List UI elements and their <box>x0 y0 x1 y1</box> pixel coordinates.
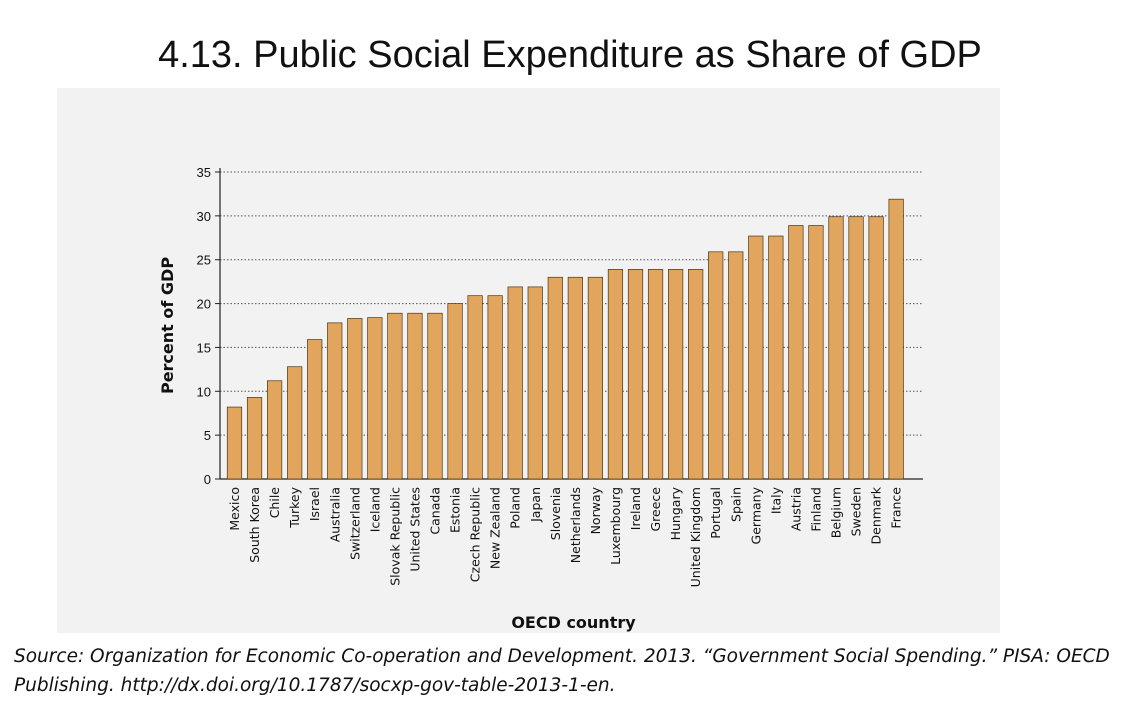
bar-italy <box>768 235 784 480</box>
y-tick-label: 35 <box>197 165 211 180</box>
y-tick-label: 25 <box>197 253 211 268</box>
bar-czech-republic <box>467 295 483 480</box>
x-tick-label: New Zealand <box>488 487 503 569</box>
x-tick-label: Finland <box>808 487 823 532</box>
bar-austria <box>788 225 804 480</box>
bar-norway <box>587 276 604 480</box>
x-axis-title: OECD country <box>511 613 636 632</box>
bar-chart: 0 5 10 15 20 25 30 35 Mexico South Korea Chile Turk… <box>158 165 923 632</box>
bar-mexico <box>226 406 243 480</box>
bar-united-kingdom <box>688 269 704 480</box>
x-tick-label: Sweden <box>849 487 864 536</box>
bar-turkey <box>287 366 303 480</box>
x-tick-label: Japan <box>528 487 543 523</box>
x-tick-label: Italy <box>768 486 783 514</box>
x-tick-label: United States <box>407 487 422 572</box>
y-tick-label: 30 <box>197 209 211 224</box>
x-tick-label: United Kingdom <box>688 487 703 587</box>
x-tick-label: Slovak Republic <box>387 487 402 586</box>
bar-belgium <box>828 216 844 480</box>
bar-netherlands <box>567 276 583 480</box>
bar-estonia <box>447 303 463 480</box>
source-note: Source: Organization for Economic Co-ope… <box>14 646 1110 696</box>
x-tick-label: Australia <box>327 487 342 542</box>
x-tick-label: Austria <box>788 487 803 531</box>
bar-chile <box>267 380 283 480</box>
x-tick-label: Netherlands <box>568 487 583 563</box>
x-tick-label: Poland <box>508 487 523 529</box>
y-tick-label: 5 <box>204 428 211 443</box>
bar-spain <box>728 251 744 480</box>
x-tick-label: Greece <box>648 487 663 532</box>
bar-japan <box>527 286 543 480</box>
x-tick-label: Ireland <box>628 487 643 530</box>
bar-finland <box>808 225 824 480</box>
page-title: 4.13. Public Social Expenditure as Share… <box>158 34 982 76</box>
x-tick-label: Luxembourg <box>608 487 623 565</box>
bar-israel <box>307 339 323 480</box>
x-tick-label: Czech Republic <box>468 487 483 582</box>
bar-france <box>888 198 904 480</box>
bar-slovak-republic <box>387 312 403 480</box>
bar-sweden <box>848 216 864 480</box>
y-tick-label: 10 <box>197 384 211 399</box>
x-tick-label: Estonia <box>448 487 463 533</box>
y-axis-title: Percent of GDP <box>158 257 177 394</box>
y-tick-label: 15 <box>197 340 211 355</box>
x-tick-label: Canada <box>428 487 443 535</box>
x-tick-label: Hungary <box>668 486 683 540</box>
x-tick-label: Israel <box>307 487 322 521</box>
x-tick-label: Portugal <box>708 487 723 539</box>
bar-south-korea <box>246 397 263 480</box>
x-tick-label: Slovenia <box>548 487 563 540</box>
x-tick-label: South Korea <box>247 487 262 563</box>
bar-switzerland <box>347 318 363 480</box>
bar-slovenia <box>547 276 563 480</box>
x-tick-label: Belgium <box>829 487 844 538</box>
chart-panel: 0 5 10 15 20 25 30 35 Mexico South Korea Chile Turk… <box>57 88 1000 633</box>
x-tick-label: Denmark <box>869 486 884 544</box>
x-tick-label: Germany <box>748 486 763 544</box>
bar-greece <box>647 269 664 480</box>
bar-new-zealand <box>487 295 503 480</box>
bar-portugal <box>708 251 724 480</box>
x-tick-label: Switzerland <box>347 487 362 560</box>
x-tick-label: Turkey <box>287 486 302 528</box>
bar-luxembourg <box>607 269 624 480</box>
x-tick-label: Iceland <box>367 487 382 532</box>
x-tick-label: Spain <box>728 487 743 522</box>
bar-iceland <box>367 317 383 480</box>
bar-canada <box>427 312 443 480</box>
x-tick-label: France <box>889 487 904 529</box>
x-tick-label: Norway <box>588 486 603 534</box>
bar-poland <box>507 286 523 480</box>
bar-denmark <box>868 216 884 480</box>
x-tick-label: Mexico <box>227 487 242 531</box>
bar-germany <box>748 235 764 480</box>
y-tick-label: 20 <box>197 297 211 312</box>
bar-united-states <box>407 312 423 480</box>
y-tick-label: 0 <box>204 472 211 487</box>
x-tick-label: Chile <box>267 487 282 519</box>
bar-australia <box>327 322 343 480</box>
bar-hungary <box>667 269 684 480</box>
bar-ireland <box>627 269 644 480</box>
